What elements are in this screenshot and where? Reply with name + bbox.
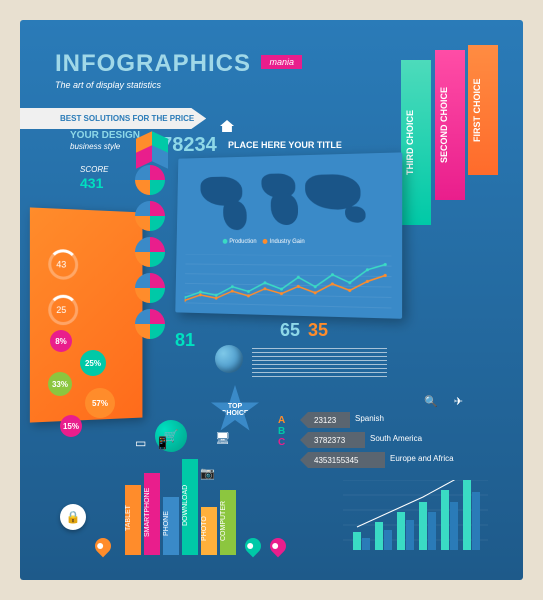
best-solutions-ribbon: BEST SOLUTIONS FOR THE PRICE <box>20 108 206 129</box>
letter-b: B <box>278 426 285 437</box>
home-icon <box>220 120 234 132</box>
legend-industry: Industry Gain <box>270 239 305 245</box>
category-bar: PHONE <box>163 497 179 555</box>
first-choice-ribbon: FIRST CHOICE <box>468 45 498 175</box>
cube-icon <box>128 135 160 167</box>
second-choice-ribbon: SECOND CHOICE <box>435 50 465 200</box>
mini-pie <box>135 201 165 231</box>
mini-pie <box>135 237 165 267</box>
category-bar: PHOTO <box>201 507 217 555</box>
tablet-icon: ▭ <box>135 436 146 450</box>
place-title: PLACE HERE YOUR TITLE <box>228 140 342 150</box>
category-bar: SMARTPHONE <box>144 473 160 555</box>
gauge-1-value: 43 <box>56 259 66 269</box>
star-line2: CHOICE <box>221 410 248 417</box>
map-pin <box>270 538 286 560</box>
language-arrow: 3782373 <box>300 432 365 448</box>
map-pin <box>95 538 111 560</box>
stat-81: 81 <box>175 330 195 351</box>
score-label-1: SCORE <box>80 165 108 174</box>
language-arrow: 23123 <box>300 412 350 428</box>
bottom-right-chart <box>343 480 488 550</box>
stat-65: 65 <box>280 320 300 341</box>
world-map <box>195 163 381 235</box>
language-arrow: 4353155345 <box>300 452 385 468</box>
map-line-chart <box>184 254 391 313</box>
category-bar: TABLET <box>125 485 141 555</box>
infographic-frame: INFOGRAPHICS mania The art of display st… <box>20 20 523 580</box>
map-legend: Production Industry Gain <box>223 239 305 245</box>
pie-column <box>135 165 175 345</box>
pct-bubble: 25% <box>80 350 106 376</box>
search-icon: 🔍 <box>424 395 438 408</box>
mini-pie <box>135 273 165 303</box>
abc-letters: A B C <box>278 415 285 448</box>
world-map-panel: Production Industry Gain <box>175 152 402 318</box>
language-label: Europe and Africa <box>390 454 454 463</box>
gauge-2-value: 25 <box>56 305 66 315</box>
score-value-1: 431 <box>80 175 103 191</box>
letter-a: A <box>278 415 285 426</box>
camera-icon: 📷 <box>200 466 215 480</box>
pct-bubble: 57% <box>85 388 115 418</box>
business-style-label: business style <box>70 142 120 151</box>
pct-bubble: 15% <box>60 415 82 437</box>
category-bar: COMPUTER <box>220 490 236 555</box>
stat-35: 35 <box>308 320 328 341</box>
lorem-text-block <box>252 345 387 377</box>
legend-production: Production <box>229 239 256 245</box>
pct-bubble: 33% <box>48 372 72 396</box>
mini-pie <box>135 309 165 339</box>
orange-panel: 43 25 <box>30 207 143 422</box>
category-bar: DOWNLOAD <box>182 459 198 555</box>
lock-button[interactable]: 🔒 <box>60 504 86 530</box>
main-title: INFOGRAPHICS <box>55 50 251 78</box>
title-bar: INFOGRAPHICS mania The art of display st… <box>55 50 302 90</box>
mania-tag: mania <box>261 55 302 69</box>
mini-pie <box>135 165 165 195</box>
language-label: Spanish <box>355 414 384 423</box>
top-choice-star: TOPCHOICE <box>210 385 260 435</box>
map-pin <box>245 538 261 560</box>
monitor-icon: 🖥 <box>215 431 230 445</box>
phone-icon: 📱 <box>155 436 170 450</box>
category-bars: TABLETSMARTPHONEPHONEDOWNLOADPHOTOCOMPUT… <box>125 459 236 555</box>
star-line1: TOP <box>228 403 242 410</box>
letter-c: C <box>278 437 285 448</box>
subtitle: The art of display statistics <box>55 80 302 90</box>
language-label: South America <box>370 434 422 443</box>
plane-icon: ✈ <box>454 395 463 408</box>
globe-icon <box>215 345 243 373</box>
pct-bubble: 8% <box>50 330 72 352</box>
third-choice-ribbon: THIRD CHOICE <box>401 60 431 225</box>
